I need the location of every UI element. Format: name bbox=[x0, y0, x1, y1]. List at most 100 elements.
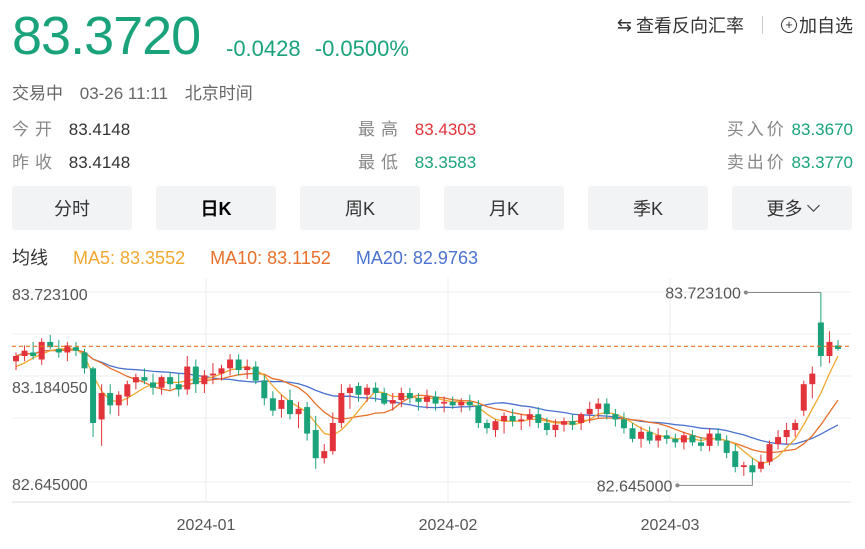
x-tick-label: 2024-01 bbox=[177, 517, 236, 534]
x-tick-label: 2024-02 bbox=[419, 517, 478, 534]
candle-body bbox=[184, 366, 191, 390]
candle-body bbox=[47, 341, 54, 348]
candle-body bbox=[55, 348, 62, 353]
candle-body bbox=[458, 401, 465, 406]
candle-body bbox=[124, 384, 131, 397]
candle-body bbox=[64, 345, 71, 353]
tab-weekly[interactable]: 周K bbox=[300, 186, 420, 230]
candle-body bbox=[244, 366, 251, 371]
candle-body bbox=[287, 400, 293, 415]
candle-body bbox=[783, 430, 790, 438]
candle-body bbox=[175, 384, 182, 390]
tab-intraday[interactable]: 分时 bbox=[12, 186, 132, 230]
y-tick-label: 83.184050 bbox=[12, 380, 88, 397]
candle-body bbox=[278, 400, 285, 409]
candle-body bbox=[723, 440, 730, 453]
prev-close-value: 83.4148 bbox=[68, 153, 131, 172]
candle-body bbox=[809, 373, 816, 385]
candle-body bbox=[30, 352, 37, 356]
candle-body bbox=[663, 435, 670, 439]
bid-label: 买入价 bbox=[726, 120, 787, 139]
candle-body bbox=[192, 366, 199, 385]
open-label: 今开 bbox=[12, 120, 58, 139]
candle-body bbox=[209, 373, 216, 376]
ma-title: 均线 bbox=[12, 248, 48, 268]
ma10-value: MA10: 83.1152 bbox=[210, 248, 331, 268]
candle-body bbox=[492, 421, 499, 431]
candle-body bbox=[689, 435, 696, 443]
candle-body bbox=[432, 396, 439, 404]
candle-body bbox=[115, 394, 122, 406]
max-annotation: 83.723100 bbox=[665, 286, 741, 303]
candle-body bbox=[389, 400, 396, 404]
candle-body bbox=[355, 385, 362, 395]
max-leader-dot bbox=[743, 290, 748, 295]
high-label: 最高 bbox=[358, 120, 404, 139]
candle-body bbox=[655, 435, 662, 441]
candle-body bbox=[835, 345, 841, 349]
candle-body bbox=[338, 393, 345, 423]
candle-body bbox=[364, 387, 371, 395]
add-watchlist-label: 加自选 bbox=[799, 16, 853, 36]
candle-body bbox=[372, 387, 379, 394]
candle-body bbox=[552, 424, 559, 431]
status-datetime: 03-26 11:11 bbox=[79, 84, 168, 103]
candle-body bbox=[800, 384, 807, 411]
candle-body bbox=[749, 465, 756, 473]
candle-body bbox=[150, 382, 156, 388]
candle-body bbox=[466, 401, 473, 406]
candle-body bbox=[526, 414, 533, 420]
candle-body bbox=[235, 359, 242, 371]
candle-body bbox=[158, 377, 165, 388]
candle-body bbox=[269, 398, 276, 411]
candle-body bbox=[638, 431, 645, 439]
candle-body bbox=[141, 377, 148, 381]
tab-monthly[interactable]: 月K bbox=[444, 186, 564, 230]
change-percent: -0.0500% bbox=[314, 36, 409, 61]
ma5-value: MA5: 83.3552 bbox=[73, 248, 186, 268]
min-leader-dot bbox=[675, 483, 680, 488]
candle-body bbox=[561, 421, 567, 425]
candle-body bbox=[483, 422, 490, 429]
candle-body bbox=[38, 341, 45, 360]
min-leader-line bbox=[677, 479, 753, 486]
candle-body bbox=[449, 401, 456, 406]
candle-body bbox=[612, 414, 619, 420]
change-value: -0.0428 bbox=[226, 36, 301, 61]
min-annotation: 82.645000 bbox=[597, 478, 673, 495]
candle-body bbox=[535, 414, 542, 423]
tab-more[interactable]: 更多 bbox=[732, 186, 852, 230]
candle-body bbox=[98, 393, 105, 420]
y-tick-label: 83.723100 bbox=[12, 287, 88, 304]
candle-body bbox=[72, 347, 79, 351]
candle-body bbox=[415, 398, 422, 402]
divider bbox=[762, 16, 763, 34]
candle-body bbox=[672, 438, 679, 443]
candle-body bbox=[201, 375, 208, 385]
add-watchlist-button[interactable]: + 加自选 bbox=[781, 12, 853, 38]
price-change: -0.0428 -0.0500% bbox=[226, 36, 417, 62]
candle-body bbox=[586, 408, 593, 415]
reverse-rate-link[interactable]: ⇆ 查看反向汇率 bbox=[617, 12, 744, 38]
candle-body bbox=[732, 451, 739, 468]
candle-body bbox=[13, 355, 19, 362]
candle-body bbox=[766, 444, 773, 462]
tab-quarterly[interactable]: 季K bbox=[588, 186, 708, 230]
plus-circle-icon: + bbox=[781, 17, 797, 33]
period-tabs: 分时 日K 周K 月K 季K 更多 bbox=[12, 186, 852, 230]
candle-body bbox=[569, 421, 576, 425]
candle-body bbox=[398, 393, 405, 401]
reverse-rate-label: 查看反向汇率 bbox=[636, 16, 744, 36]
low-label: 最低 bbox=[358, 153, 404, 172]
tab-daily[interactable]: 日K bbox=[156, 186, 276, 230]
kline-chart[interactable]: 83.723100 83.184050 82.645000 2024-01 2024-0… bbox=[0, 270, 865, 549]
candle-body bbox=[381, 393, 388, 404]
chevron-down-icon bbox=[806, 199, 820, 212]
x-tick-label: 2024-03 bbox=[641, 517, 700, 534]
ask-label: 卖出价 bbox=[726, 153, 787, 172]
candle-body bbox=[312, 430, 319, 459]
bid-value: 83.3670 bbox=[791, 120, 853, 139]
trading-status: 交易中 03-26 11:11 北京时间 bbox=[12, 79, 265, 104]
candle-body bbox=[740, 465, 747, 468]
candle-body bbox=[424, 396, 430, 402]
